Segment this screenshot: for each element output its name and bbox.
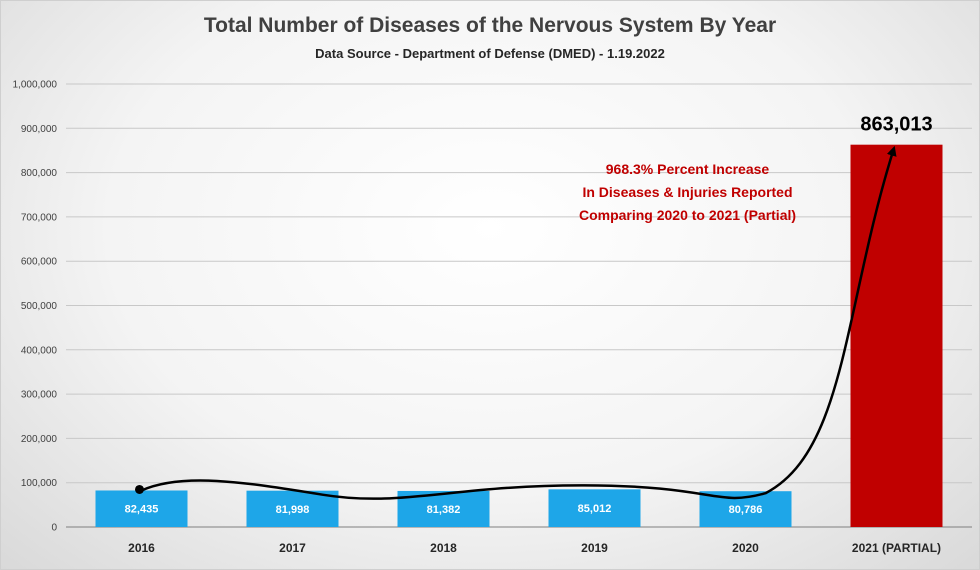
y-tick-label: 100,000 [21,478,58,489]
annotation-line: Comparing 2020 to 2021 (Partial) [579,207,796,223]
y-tick-label: 900,000 [21,124,58,135]
annotation-line: 968.3% Percent Increase [606,161,770,177]
bar [246,490,339,527]
trend-start-dot [135,484,144,494]
chart-title: Total Number of Diseases of the Nervous … [203,14,777,37]
bars: 82,435 81,998 81,382 85,012 80,786 863,013 [95,114,943,527]
bar-value-label: 85,012 [578,503,612,515]
x-tick-label: 2020 [732,541,759,555]
y-tick-label: 600,000 [21,257,58,268]
annotation-line: In Diseases & Injuries Reported [582,184,792,200]
chart-subtitle: Data Source - Department of Defense (DME… [315,46,665,61]
y-tick-label: 400,000 [21,345,58,356]
y-tick-label: 0 [51,523,57,534]
bar-value-label: 80,786 [729,504,763,516]
x-axis: 2016 2017 2018 2019 2020 2021 (PARTIAL) [128,541,941,555]
trend-arrow [140,145,897,500]
y-axis: 0 100,000 200,000 300,000 400,000 500,000 600,… [13,80,58,534]
x-tick-label: 2016 [128,541,155,555]
x-tick-label: 2021 (PARTIAL) [852,541,941,555]
y-tick-label: 200,000 [21,434,58,445]
bar-value-label: 82,435 [125,504,159,516]
x-tick-label: 2017 [279,541,306,555]
x-tick-label: 2018 [430,541,457,555]
x-tick-label: 2019 [581,541,608,555]
bar-value-label: 81,998 [276,504,310,516]
bar-value-label: 81,382 [427,504,461,516]
annotation: 968.3% Percent Increase In Diseases & Inj… [579,161,796,223]
bar [95,490,188,527]
y-tick-label: 700,000 [21,212,58,223]
bar-value-label: 863,013 [860,114,932,136]
y-tick-label: 1,000,000 [13,80,58,91]
bar [548,489,641,527]
gridlines [66,83,972,528]
y-tick-label: 500,000 [21,301,58,312]
y-tick-label: 800,000 [21,168,58,179]
bar [850,144,943,527]
y-tick-label: 300,000 [21,390,58,401]
